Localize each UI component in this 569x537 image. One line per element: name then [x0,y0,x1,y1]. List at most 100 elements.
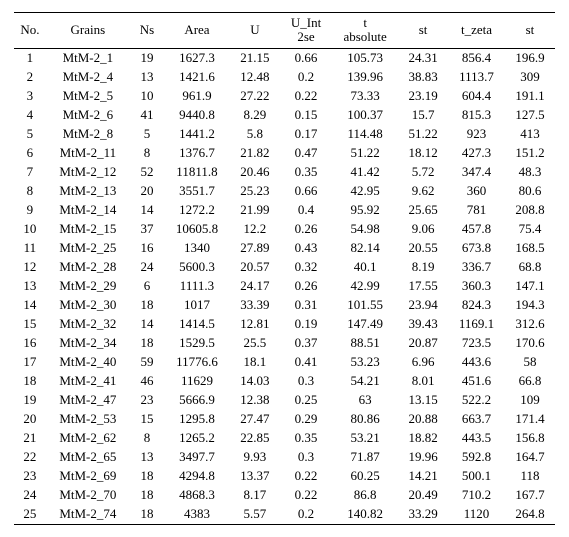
table-row: 21MtM-2_6281265.222.850.3553.2118.82443.… [14,429,555,448]
table-row: 3MtM-2_510961.927.220.2273.3323.19604.41… [14,87,555,106]
cell-st: 25.65 [398,201,448,220]
cell-u: 8.17 [230,486,280,505]
cell-u-int-2se: 0.26 [280,220,332,239]
table-row: 16MtM-2_34181529.525.50.3788.5120.87723.… [14,334,555,353]
cell-grains: MtM-2_62 [46,429,130,448]
cell-t-zeta: 710.2 [448,486,505,505]
cell-grains: MtM-2_1 [46,48,130,68]
header-u-int-2se: U_Int2se [280,13,332,49]
table-row: 12MtM-2_28245600.320.570.3240.18.19336.7… [14,258,555,277]
cell-u-int-2se: 0.15 [280,106,332,125]
table-row: 2MtM-2_4131421.612.480.2139.9638.831113.… [14,68,555,87]
cell-grains: MtM-2_47 [46,391,130,410]
cell-no: 2 [14,68,46,87]
cell-area: 11811.8 [164,163,230,182]
cell-st2: 170.6 [505,334,555,353]
cell-area: 5600.3 [164,258,230,277]
cell-u: 12.38 [230,391,280,410]
cell-no: 16 [14,334,46,353]
cell-area: 5666.9 [164,391,230,410]
cell-t-zeta: 604.4 [448,87,505,106]
cell-area: 1627.3 [164,48,230,68]
cell-t-absolute: 114.48 [332,125,398,144]
cell-t-zeta: 1120 [448,505,505,525]
table-row: 4MtM-2_6419440.88.290.15100.3715.7815.31… [14,106,555,125]
cell-st2: 171.4 [505,410,555,429]
table-row: 11MtM-2_2516134027.890.4382.1420.55673.8… [14,239,555,258]
cell-t-absolute: 100.37 [332,106,398,125]
cell-no: 14 [14,296,46,315]
cell-st: 17.55 [398,277,448,296]
cell-t-zeta: 457.8 [448,220,505,239]
cell-ns: 19 [130,48,164,68]
cell-t-zeta: 781 [448,201,505,220]
cell-st: 15.7 [398,106,448,125]
cell-grains: MtM-2_12 [46,163,130,182]
cell-ns: 15 [130,410,164,429]
cell-area: 3551.7 [164,182,230,201]
cell-area: 11629 [164,372,230,391]
cell-grains: MtM-2_25 [46,239,130,258]
cell-ns: 23 [130,391,164,410]
header-ns: Ns [130,13,164,49]
cell-t-absolute: 139.96 [332,68,398,87]
cell-area: 4868.3 [164,486,230,505]
cell-t-zeta: 673.8 [448,239,505,258]
cell-st: 18.12 [398,144,448,163]
cell-st: 51.22 [398,125,448,144]
cell-t-absolute: 105.73 [332,48,398,68]
cell-st2: 208.8 [505,201,555,220]
cell-st2: 147.1 [505,277,555,296]
cell-grains: MtM-2_11 [46,144,130,163]
cell-grains: MtM-2_30 [46,296,130,315]
cell-no: 21 [14,429,46,448]
cell-no: 22 [14,448,46,467]
cell-u: 27.89 [230,239,280,258]
cell-no: 15 [14,315,46,334]
cell-t-zeta: 451.6 [448,372,505,391]
cell-st2: 413 [505,125,555,144]
cell-area: 10605.8 [164,220,230,239]
cell-st2: 151.2 [505,144,555,163]
header-grains: Grains [46,13,130,49]
cell-no: 25 [14,505,46,525]
cell-st: 38.83 [398,68,448,87]
cell-u: 12.48 [230,68,280,87]
header-st2: st [505,13,555,49]
cell-t-absolute: 95.92 [332,201,398,220]
cell-area: 1111.3 [164,277,230,296]
cell-no: 1 [14,48,46,68]
cell-u-int-2se: 0.17 [280,125,332,144]
cell-st: 8.01 [398,372,448,391]
cell-no: 13 [14,277,46,296]
cell-u-int-2se: 0.31 [280,296,332,315]
table-row: 8MtM-2_13203551.725.230.6642.959.6236080… [14,182,555,201]
table-row: 6MtM-2_1181376.721.820.4751.2218.12427.3… [14,144,555,163]
cell-no: 7 [14,163,46,182]
table-row: 13MtM-2_2961111.324.170.2642.9917.55360.… [14,277,555,296]
cell-area: 1340 [164,239,230,258]
cell-ns: 18 [130,467,164,486]
table-row: 15MtM-2_32141414.512.810.19147.4939.4311… [14,315,555,334]
header-u-int-line2: 2se [297,29,314,44]
cell-t-absolute: 41.42 [332,163,398,182]
cell-ns: 18 [130,505,164,525]
cell-no: 23 [14,467,46,486]
cell-area: 1529.5 [164,334,230,353]
cell-st: 24.31 [398,48,448,68]
cell-u-int-2se: 0.2 [280,505,332,525]
cell-no: 5 [14,125,46,144]
cell-st2: 68.8 [505,258,555,277]
cell-st: 19.96 [398,448,448,467]
cell-t-zeta: 500.1 [448,467,505,486]
cell-u: 21.15 [230,48,280,68]
cell-area: 3497.7 [164,448,230,467]
cell-grains: MtM-2_29 [46,277,130,296]
cell-st: 33.29 [398,505,448,525]
cell-no: 19 [14,391,46,410]
table-row: 17MtM-2_405911776.618.10.4153.236.96443.… [14,353,555,372]
cell-grains: MtM-2_74 [46,505,130,525]
cell-ns: 14 [130,315,164,334]
cell-t-absolute: 54.98 [332,220,398,239]
cell-t-absolute: 53.23 [332,353,398,372]
